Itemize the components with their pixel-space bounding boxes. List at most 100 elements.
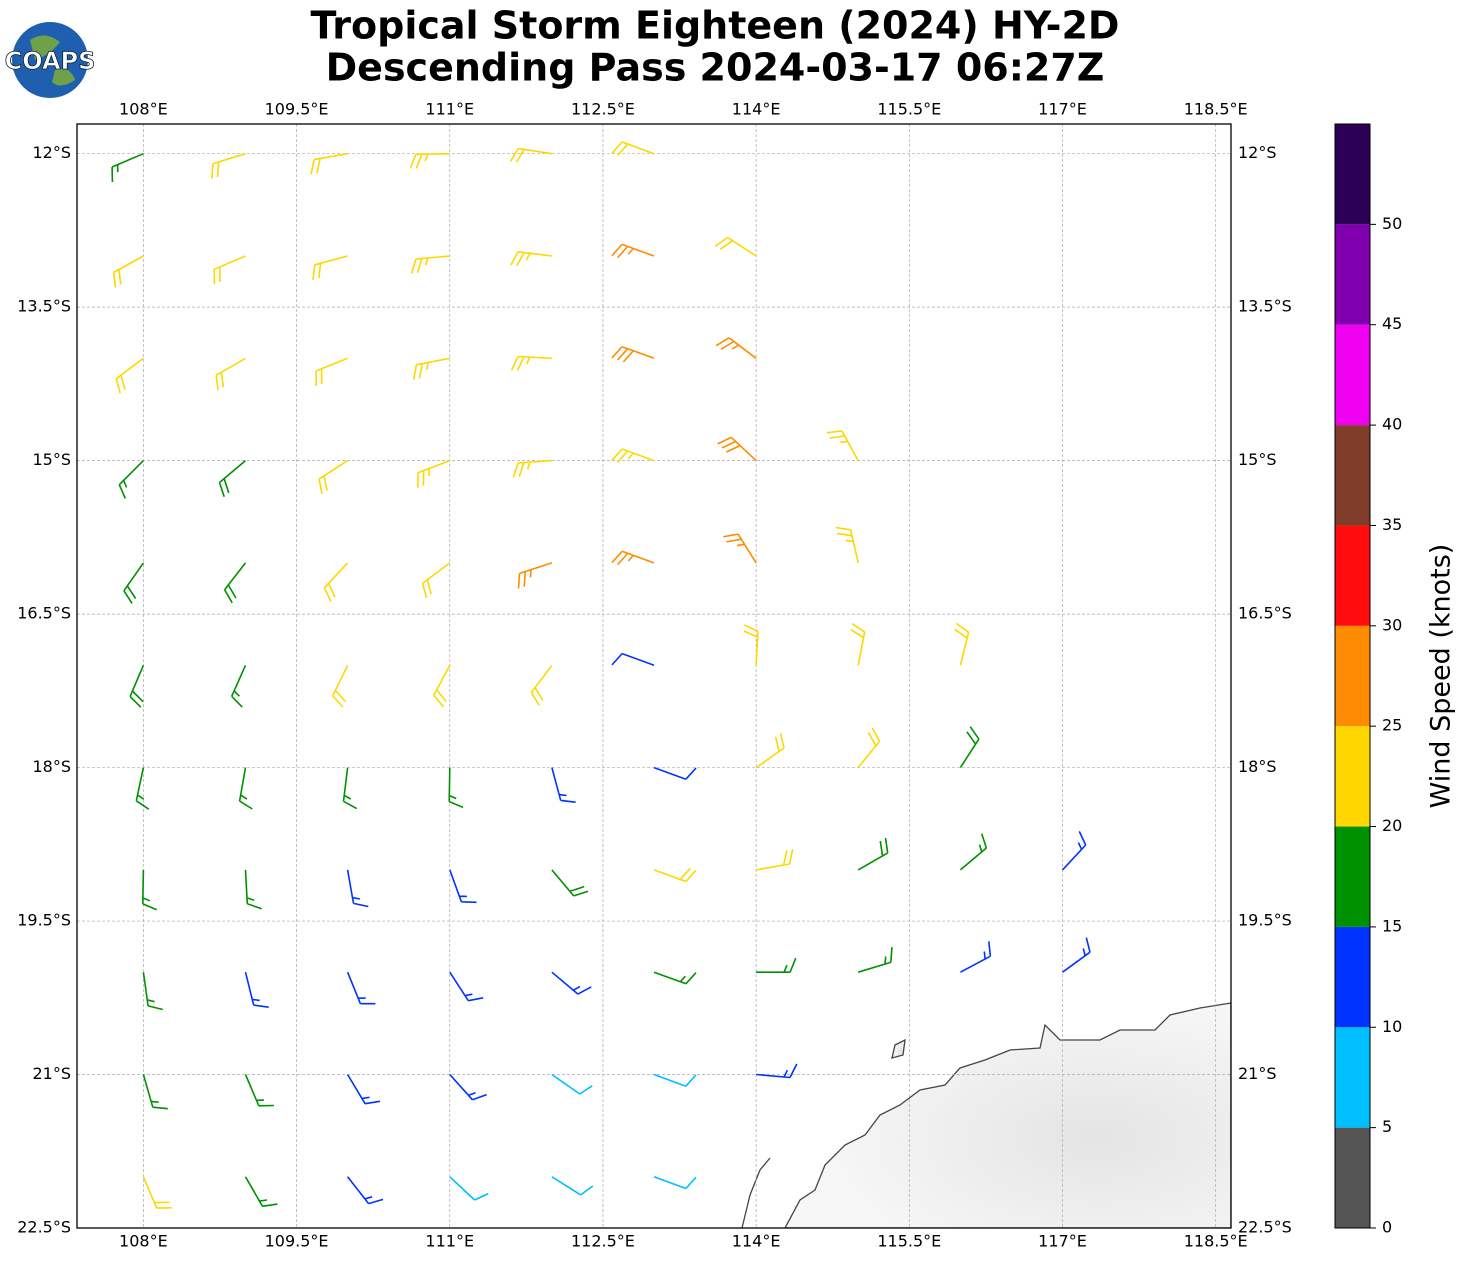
wind-barb xyxy=(611,652,655,667)
logo-text: COAPS xyxy=(5,47,96,75)
x-tick-label: 111°E xyxy=(425,1232,474,1251)
x-tick-label: 114°E xyxy=(732,1232,781,1251)
wind-barb xyxy=(960,941,992,973)
y-tick-label: 18°S xyxy=(32,757,71,776)
wind-barb xyxy=(346,1074,381,1105)
wind-barb xyxy=(449,1073,487,1101)
wind-barb xyxy=(244,869,262,910)
colorbar-segment xyxy=(1335,124,1370,225)
colorbar-tick-label: 5 xyxy=(1382,1117,1392,1136)
wind-barb xyxy=(230,664,247,708)
grid: 108°E 108°E 109.5°E 109.5°E 111°E 111°E 112.5°… xyxy=(17,100,1292,1251)
wind-barb xyxy=(551,971,592,995)
y-tick-label: 21°S xyxy=(1238,1064,1277,1083)
x-tick-label: 114°E xyxy=(732,100,781,119)
wind-barb xyxy=(315,357,348,387)
logo-land xyxy=(30,35,75,86)
colorbar-tick-label: 25 xyxy=(1382,716,1402,735)
barb-layer xyxy=(111,141,1091,1209)
wind-barb xyxy=(346,971,376,1005)
wind-barb xyxy=(743,624,759,666)
y-tick-label: 12°S xyxy=(32,143,71,162)
y-tick-label: 13.5°S xyxy=(17,297,71,316)
wind-barb xyxy=(142,1074,168,1110)
x-tick-label: 109.5°E xyxy=(265,1232,329,1251)
colorbar-tick-label: 0 xyxy=(1382,1218,1392,1237)
wind-barb xyxy=(111,152,144,183)
y-tick-label: 16.5°S xyxy=(1238,604,1292,623)
wind-barb xyxy=(223,562,247,604)
colorbar-segment xyxy=(1335,425,1370,526)
wind-barb xyxy=(611,345,655,363)
wind-barb xyxy=(835,526,859,564)
x-tick-label: 108°E xyxy=(119,100,168,119)
x-tick-label: 118.5°E xyxy=(1184,100,1248,119)
wind-barb xyxy=(755,733,785,769)
coastline xyxy=(741,1157,771,1228)
colorbar-segment xyxy=(1335,525,1370,626)
wind-barb xyxy=(714,236,757,257)
chart-title: Tropical Storm Eighteen (2024) HY-2D xyxy=(311,4,1120,48)
x-tick-label: 118.5°E xyxy=(1184,1232,1248,1251)
y-tick-label: 21°S xyxy=(32,1064,71,1083)
land-layer xyxy=(741,1002,1231,1228)
wind-barb xyxy=(323,562,349,602)
wind-barb xyxy=(611,243,655,259)
wind-barb xyxy=(653,971,697,985)
wind-barb xyxy=(551,1176,594,1196)
wind-barb xyxy=(509,147,553,163)
colorbar-tick-label: 10 xyxy=(1382,1017,1402,1036)
wind-barb xyxy=(723,533,757,564)
y-tick-label: 15°S xyxy=(32,450,71,469)
y-tick-label: 16.5°S xyxy=(17,604,71,623)
colorbar-tick-label: 35 xyxy=(1382,515,1402,534)
wind-barb xyxy=(142,869,158,911)
wind-barb xyxy=(346,1176,384,1205)
wind-barb xyxy=(826,430,859,461)
wind-barb xyxy=(551,1073,593,1095)
y-tick-label: 19.5°S xyxy=(1238,911,1292,930)
wind-barb xyxy=(142,972,163,1011)
wind-barb xyxy=(448,767,464,809)
colorbar-tick-label: 45 xyxy=(1382,314,1402,333)
wind-barb xyxy=(215,357,246,391)
wind-barb xyxy=(756,1063,798,1079)
wind-barb xyxy=(850,623,866,666)
x-tick-label: 112.5°E xyxy=(571,100,635,119)
wind-barb xyxy=(611,550,655,566)
plot-frame xyxy=(76,123,1232,1229)
wind-barb xyxy=(551,869,589,897)
colorbar-segment xyxy=(1335,1127,1370,1228)
y-tick-label: 18°S xyxy=(1238,757,1277,776)
colorbar-tick-label: 40 xyxy=(1382,415,1402,434)
wind-barb xyxy=(551,767,576,803)
wind-barb xyxy=(331,664,349,708)
wind-barb xyxy=(1061,831,1087,871)
wind-barb xyxy=(129,664,145,708)
colorbar-tick-label: 50 xyxy=(1382,214,1402,233)
wind-barb xyxy=(409,152,450,169)
wind-barb xyxy=(449,1176,489,1201)
colorbar-segment xyxy=(1335,926,1370,1028)
wind-barb xyxy=(312,255,348,280)
colorbar-segment xyxy=(1335,224,1370,325)
wind-barb xyxy=(213,255,246,285)
wind-barb xyxy=(210,152,246,179)
island xyxy=(891,1038,906,1059)
wind-barb xyxy=(1062,937,1091,973)
wind-barb xyxy=(318,459,349,495)
x-tick-label: 112.5°E xyxy=(571,1232,635,1251)
wind-barb xyxy=(244,1074,274,1107)
colorbar-tick-label: 20 xyxy=(1382,816,1402,835)
wind-barb xyxy=(118,460,144,499)
y-tick-label: 13.5°S xyxy=(1238,297,1292,316)
colorbar-tick-label: 30 xyxy=(1382,615,1402,634)
x-tick-label: 117°E xyxy=(1038,100,1087,119)
chart-subtitle: Descending Pass 2024-03-17 06:27Z xyxy=(326,46,1105,90)
wind-barb xyxy=(857,947,893,973)
wind-barb xyxy=(715,337,757,359)
colorbar-segment xyxy=(1335,826,1370,927)
wind-barb xyxy=(959,833,988,871)
wind-barb xyxy=(410,255,450,274)
